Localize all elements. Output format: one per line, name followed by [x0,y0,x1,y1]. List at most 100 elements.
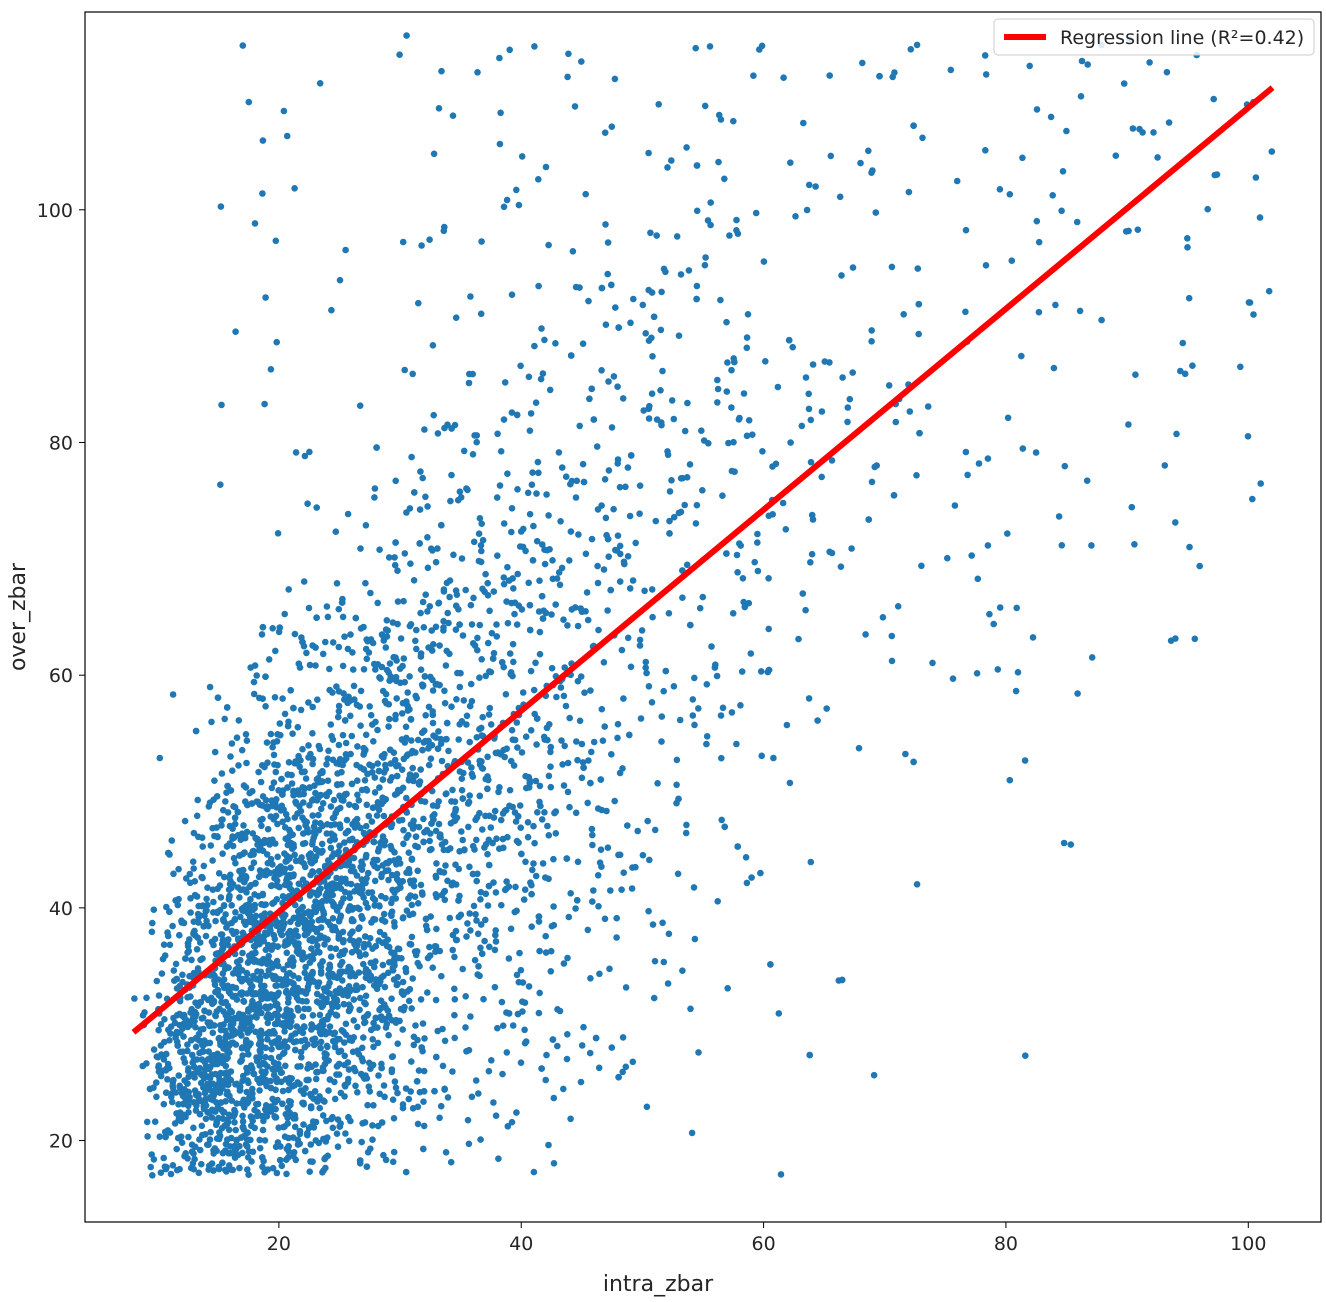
scatter-point [726,232,733,239]
scatter-point [913,472,920,479]
scatter-point [181,1086,188,1093]
scatter-point [356,905,363,913]
scatter-point [425,761,433,769]
scatter-point [504,563,511,571]
scatter-point [272,647,279,655]
scatter-point [650,994,658,1002]
scatter-point [374,760,382,767]
scatter-point [362,951,369,958]
scatter-point [334,1143,342,1150]
scatter-point [160,941,168,948]
scatter-point [638,627,646,634]
scatter-point [1120,80,1128,87]
scatter-point [407,560,414,567]
scatter-point [440,588,448,595]
scatter-point [590,416,598,423]
scatter-point [276,720,284,727]
scatter-point [349,928,356,935]
scatter-point [636,482,644,490]
scatter-point [386,677,393,684]
scatter-point [619,395,627,402]
scatter-point [601,723,608,730]
scatter-point [648,699,656,706]
scatter-point [1013,604,1020,612]
scatter-point [167,1170,175,1178]
scatter-point [343,790,350,798]
scatter-point [177,1048,184,1056]
scatter-point [214,833,221,841]
scatter-point [280,966,287,973]
scatter-point [283,949,291,957]
scatter-point [345,963,353,971]
scatter-point [189,1014,197,1022]
scatter-point [458,718,466,725]
scatter-point [1067,841,1075,848]
scatter-point [918,562,925,570]
scatter-point [267,927,274,934]
scatter-point [468,764,475,771]
scatter-point [276,1053,283,1061]
scatter-point [407,941,415,948]
scatter-point [288,780,296,787]
scatter-point [566,557,573,564]
scatter-point [787,159,794,166]
scatter-point [489,655,497,662]
scatter-point [239,1052,246,1059]
scatter-point [289,954,296,961]
x-tick-label: 100 [1230,1233,1266,1255]
scatter-point [381,983,389,991]
scatter-point [435,728,442,735]
scatter-point [714,376,721,384]
scatter-point [657,326,665,334]
scatter-point [217,1041,224,1049]
scatter-point [494,552,501,559]
scatter-point [162,1133,169,1141]
scatter-point [382,644,390,651]
scatter-point [429,342,437,349]
scatter-point [560,1085,567,1093]
scatter-point [281,710,289,718]
scatter-point [314,926,321,933]
scatter-point [374,799,382,806]
scatter-point [318,840,326,848]
scatter-point [907,46,915,53]
scatter-point [418,1044,426,1051]
scatter-point [1257,480,1264,487]
scatter-point [409,764,417,772]
scatter-point [317,963,325,971]
scatter-point [724,359,731,366]
scatter-point [372,718,379,726]
scatter-point [1161,462,1169,469]
scatter-point [400,840,407,848]
scatter-point [699,593,707,601]
scatter-point [148,928,156,936]
scatter-point [750,72,757,79]
scatter-point [543,1051,550,1059]
scatter-point [492,938,500,945]
scatter-point [293,932,301,939]
scatter-point [361,777,369,784]
scatter-point [406,673,413,680]
scatter-point [252,1028,259,1036]
scatter-point [361,1018,369,1026]
scatter-point [522,1038,530,1045]
scatter-point [248,1023,255,1030]
scatter-point [276,870,284,877]
scatter-point [171,1120,179,1127]
scatter-point [673,756,681,764]
scatter-point [1125,227,1132,235]
scatter-point [681,501,688,509]
scatter-point [473,438,481,446]
scatter-point [251,220,259,227]
scatter-point [218,931,226,938]
scatter-point [1033,217,1041,225]
scatter-point [228,1097,236,1104]
scatter-point [360,766,368,773]
scatter-point [573,738,580,745]
scatter-point [365,812,373,820]
scatter-point [651,957,659,965]
scatter-point [630,295,637,303]
scatter-point [311,1088,319,1095]
scatter-point [350,1017,358,1024]
